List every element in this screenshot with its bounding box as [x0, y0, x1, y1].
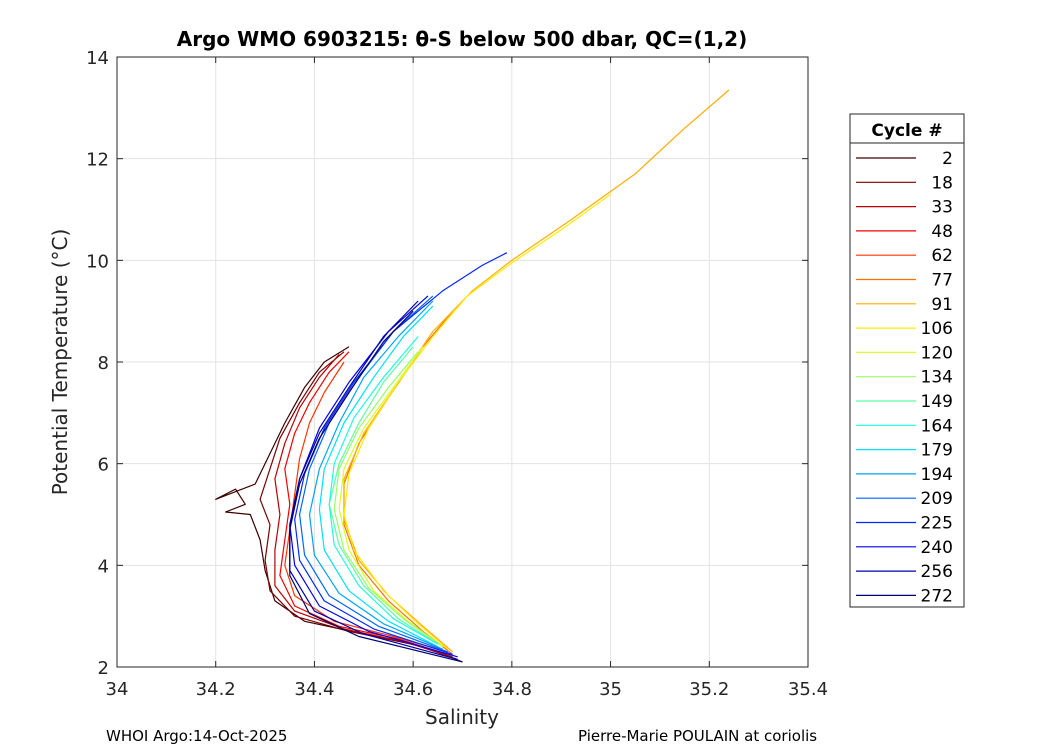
legend-entry-label: 77: [931, 271, 953, 291]
series-line-cycle-134: [333, 351, 444, 648]
series-line-cycle-120: [338, 346, 444, 648]
legend-entry-label: 134: [921, 368, 953, 388]
x-tick-label: 35: [599, 679, 622, 700]
legend-entry-label: 179: [921, 441, 953, 461]
legend-entry-label: 194: [921, 465, 953, 485]
legend-entry-label: 272: [921, 586, 953, 606]
y-tick-label: 2: [98, 658, 109, 679]
series-lines: [215, 89, 730, 663]
axis-ticks: 34 34.2 34.4 34.6 34.8 35 35.2 35.4 2 4 6 8 10 12 14: [86, 48, 828, 700]
legend-title: Cycle #: [871, 121, 942, 141]
legend-entry-label: 209: [921, 489, 953, 509]
series-line-cycle-179: [318, 305, 439, 648]
legend-entry-label: 91: [931, 295, 953, 315]
legend-entry-label: 62: [931, 246, 953, 266]
series-line-cycle-2: [215, 346, 463, 663]
series-line-cycle-106: [343, 193, 611, 650]
grid: [117, 57, 808, 667]
legend: Cycle # 2 18 33 48 62 77 91 106 120 134 149 164 179 1…: [849, 113, 965, 608]
y-axis-label: Potential Temperature (°C): [48, 229, 72, 496]
series-line-cycle-256: [289, 300, 458, 660]
y-tick-label: 8: [98, 353, 109, 374]
x-tick-label: 34.8: [492, 679, 532, 700]
x-tick-label: 34: [106, 679, 129, 700]
series-line-cycle-164: [328, 336, 439, 645]
x-tick-label: 34.4: [294, 679, 334, 700]
y-tick-label: 14: [86, 48, 109, 69]
legend-entry-label: 2: [942, 149, 953, 169]
x-tick-label: 35.2: [689, 679, 729, 700]
legend-entry-label: 106: [921, 319, 953, 339]
series-line-cycle-48: [279, 351, 448, 655]
y-tick-label: 4: [98, 556, 109, 577]
legend-entry-label: 48: [931, 222, 953, 242]
legend-entry-label: 164: [921, 416, 953, 436]
x-tick-label: 34.2: [196, 679, 236, 700]
x-tick-label: 35.4: [788, 679, 828, 700]
series-line-cycle-194: [308, 300, 444, 650]
legend-entries: 2 18 33 48 62 77 91 106 120 134 149 164 179 194 209 225…: [856, 149, 953, 606]
y-tick-label: 10: [86, 251, 109, 272]
x-tick-label: 34.6: [393, 679, 433, 700]
y-tick-label: 12: [86, 150, 109, 171]
series-line-cycle-33: [274, 354, 453, 658]
legend-entry-label: 120: [921, 343, 953, 363]
legend-entry-label: 18: [931, 173, 953, 193]
legend-entry-label: 149: [921, 392, 953, 412]
footer-right: Pierre-Marie POULAIN at coriolis: [578, 727, 817, 745]
y-tick-label: 6: [98, 455, 109, 476]
chart-title: Argo WMO 6903215: θ-S below 500 dbar, QC…: [177, 27, 747, 51]
x-axis-label: Salinity: [425, 705, 499, 729]
legend-entry-label: 240: [921, 538, 953, 558]
legend-box: [849, 113, 965, 608]
legend-entry-label: 225: [921, 514, 953, 534]
series-line-cycle-272: [289, 310, 463, 663]
legend-entry-label: 33: [931, 198, 953, 218]
legend-entry-label: 256: [921, 562, 953, 582]
footer-left: WHOI Argo:14-Oct-2025: [106, 727, 287, 745]
